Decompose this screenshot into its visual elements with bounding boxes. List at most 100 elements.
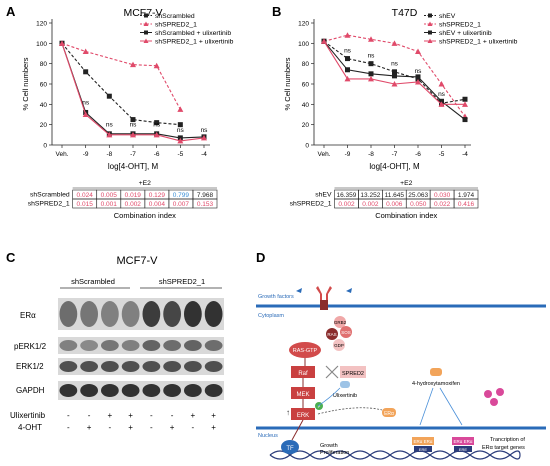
c1-y-tick-label: 60 [302,82,310,89]
c1-ci-footer: Combination index [375,211,437,220]
c1-point-1-5 [438,81,445,87]
c0-ci-value: 0.004 [149,201,166,208]
blot-band-perk [163,340,181,351]
c0-x-tick-label: -7 [130,151,136,158]
inhibition-icon [325,365,339,379]
c0-ci-row-label: shScrambled [30,192,70,199]
erk-node [291,408,315,420]
c0-legend-label-3: shSPRED2_1 + ulixertinib [155,39,234,46]
c1-ci-value: 1.974 [458,192,475,199]
c1-ci-value: 25.063 [408,192,428,199]
tamoxifen-label: 4-hydroxytamoxifen [412,381,460,387]
c1-point-3-3 [391,81,398,87]
blot-band-gapdh [204,384,223,397]
c1-ci-value: 11.645 [385,192,405,199]
receptor-icon [316,286,332,310]
c1-ci-value: 0.030 [434,192,451,199]
treatment-sign: - [171,411,174,420]
blot-band-erk [121,361,140,372]
c1-ci-value: 0.050 [410,201,427,208]
blot-band-erk [204,361,223,372]
c1-point-2-5 [439,98,444,104]
blot-group-2: shSPRED2_1 [159,277,205,286]
ras-node [326,328,338,340]
spred2-node [340,366,366,378]
mek-label: MEK [296,392,309,398]
c0-series-line-0 [61,42,181,126]
blot-band-era [142,301,161,327]
blot-band-gapdh [121,384,140,397]
c0-legend-marker-0 [144,13,148,18]
chart-mcf7v: MCF7-V 0 20 40 60 80 100 120 Veh. -9 -8 -7 -6 -5 -4 % C… [21,7,234,220]
treatment-sign: + [128,423,133,432]
c1-legend-label-2: shEV + ulixertinib [439,30,492,37]
c0-ci-value: 0.019 [125,192,142,199]
c1-ci-header: +E2 [400,180,413,187]
c0-point-0-5 [177,122,183,128]
tamoxifen-lines [419,387,463,426]
c0-point-3-1 [82,111,89,117]
treatment-sign: - [150,411,153,420]
erk-label: ERK [297,413,309,419]
c0-ci-value: 0.001 [101,201,118,208]
gdp-node [333,339,345,351]
c0-point-3-2 [106,131,113,138]
c1-y-tick-label: 120 [298,21,309,28]
c0-legend-marker-3 [143,38,149,43]
c0-x-tick-label: -9 [83,151,89,158]
c1-legend-label-3: shSPRED2_1 + ulixertinib [439,39,518,46]
gdp-label: GDP [334,343,344,348]
c0-point-3-0 [59,40,65,46]
treatment-sign: - [88,411,91,420]
blot-band-perk [101,340,119,351]
c0-x-tick-label: -6 [154,151,160,158]
c0-legend-label-0: shScrambled [155,13,195,20]
c1-ci-value: 0.416 [458,201,475,208]
blot-band-era [59,301,78,327]
tf-label: TF [286,446,294,452]
spred2-label: SPRED2 [342,371,364,377]
blot-band-perk [59,340,78,351]
c1-ci-value: 0.002 [362,201,379,208]
c1-y-tick-label: 0 [305,143,309,150]
ras-gtp-label: RAS-GTP [293,348,318,354]
c1-legend-marker-2 [428,30,432,35]
c1-legend-label-1: shSPRED2_1 [439,22,481,29]
c1-x-tick-label: -6 [415,151,421,158]
ere-label-2: ERE [459,447,468,452]
c1-ci-value: 0.006 [386,201,403,208]
c1-point-1-2 [368,36,374,42]
c1-legend-marker-3 [427,38,433,43]
c0-y-axis-label: % Cell numbers [21,57,30,110]
c1-y-tick-label: 100 [298,41,309,48]
c0-point-3-4 [153,131,160,138]
band-label-era: ERα [20,311,36,320]
growth-label: Growth [320,443,338,449]
c1-ci-value: 13.252 [360,192,380,199]
blot-strip-perk [58,337,224,354]
c1-annotation-ns: ns [344,47,352,54]
label-cytoplasm: Cytoplasm [258,313,284,319]
c0-point-3-5 [177,137,184,144]
c0-point-1-5 [177,106,184,112]
blot-band-perk [204,340,223,351]
c0-x-tick-label: -4 [201,151,207,158]
c1-point-0-3 [392,69,397,75]
c0-annotation-ns: ns [201,127,209,134]
c1-x-tick-label: -7 [392,151,398,158]
c1-legend-label-0: shEV [439,13,456,20]
c1-x-tick-label: -4 [462,151,468,158]
c1-annotation-ns: ns [415,68,423,75]
c1-point-2-3 [392,73,397,79]
c0-ci-value: 0.024 [77,192,94,199]
blot-group-1: shScrambled [71,277,115,286]
era-label: ERα [384,411,394,417]
proliferation-label: Proliferation [320,450,349,456]
c0-ci-value: 0.129 [149,192,166,199]
c1-point-0-1 [345,56,350,62]
label-growth-factors: Growth factors [258,294,294,300]
c1-x-axis-label: log[4-OHT], M [369,162,420,171]
c1-point-2-2 [368,71,374,77]
c0-point-0-1 [83,69,89,75]
c0-point-1-4 [153,62,160,69]
